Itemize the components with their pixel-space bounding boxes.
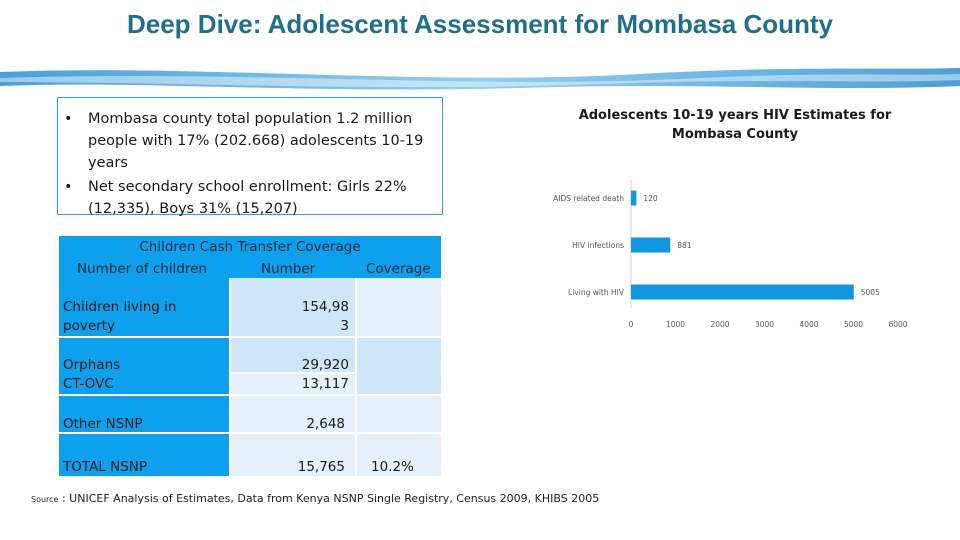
chart-bar	[631, 190, 637, 206]
table-header-band	[59, 236, 441, 278]
row-number: 15,765	[297, 459, 345, 475]
row-label: TOTAL NSNP	[63, 459, 148, 475]
column-header-number: Number	[261, 261, 316, 277]
row-number-cell	[231, 278, 355, 336]
bullet-text: Mombasa county total population 1.2 mill…	[88, 111, 424, 171]
table-title: Children Cash Transfer Coverage	[139, 239, 361, 255]
chart-tick-label: 4000	[799, 320, 818, 329]
chart-title: Adolescents 10-19 years HIV Estimates fo…	[578, 108, 892, 142]
row-number-cell	[231, 374, 355, 394]
chart-tick-label: 6000	[888, 320, 907, 329]
chart-category-label: Living with HIV	[568, 288, 625, 297]
row-label: Children living in poverty	[63, 299, 177, 334]
row-coverage: 10.2%	[371, 459, 414, 475]
chart-category-label: HIV infections	[572, 241, 624, 250]
chart-data-label: 5005	[861, 288, 880, 297]
summary-bullets-box: • Mombasa county total population 1.2 mi…	[57, 97, 443, 217]
row-label-cell	[59, 338, 229, 394]
chart-tick-label: 1000	[666, 320, 685, 329]
bullet-marker: •	[64, 179, 73, 195]
row-number: 154,98 3	[301, 299, 349, 334]
chart-category-label: AIDS related death	[553, 194, 624, 203]
source-label: Source	[31, 495, 59, 504]
row-coverage-cell	[357, 338, 441, 394]
cash-transfer-table: Children Cash Transfer Coverage Number o…	[59, 236, 441, 476]
hiv-estimates-bar-chart: AIDS related death 120 HIV infections 881 Li…	[553, 180, 908, 329]
row-coverage-cell	[357, 396, 441, 432]
row-number: 29,920 13,117	[301, 357, 349, 392]
row-number: 2,648	[306, 416, 345, 432]
chart-data-label: 120	[643, 194, 658, 203]
chart-data-label: 881	[677, 241, 692, 250]
bullet-marker: •	[64, 111, 73, 127]
chart-tick-label: 2000	[710, 320, 729, 329]
column-header-children: Number of children	[77, 261, 207, 277]
row-label-cell	[59, 434, 229, 476]
chart-tick-label: 3000	[755, 320, 774, 329]
source-text: : UNICEF Analysis of Estimates, Data fro…	[61, 492, 600, 505]
row-label: Orphans CT-OVC	[63, 357, 121, 392]
source-note: Source : UNICEF Analysis of Estimates, D…	[31, 492, 599, 505]
row-number-cell	[231, 434, 355, 476]
row-coverage-cell	[357, 278, 441, 336]
row-coverage-cell	[357, 434, 441, 476]
decorative-wave-banner	[0, 68, 960, 90]
row-label: Other NSNP	[63, 416, 143, 432]
chart-bar	[631, 237, 671, 253]
chart-bar	[631, 284, 854, 300]
row-number-cell	[231, 338, 355, 372]
row-label-cell	[59, 278, 229, 336]
chart-tick-label: 5000	[844, 320, 863, 329]
column-header-coverage: Coverage	[366, 261, 431, 277]
slide-title: Deep Dive: Adolescent Assessment for Mom…	[126, 9, 834, 39]
row-label-cell	[59, 396, 229, 432]
bullet-text: Net secondary school enrollment: Girls 2…	[88, 179, 407, 217]
chart-tick-label: 0	[629, 320, 634, 329]
row-number-cell	[231, 396, 355, 432]
